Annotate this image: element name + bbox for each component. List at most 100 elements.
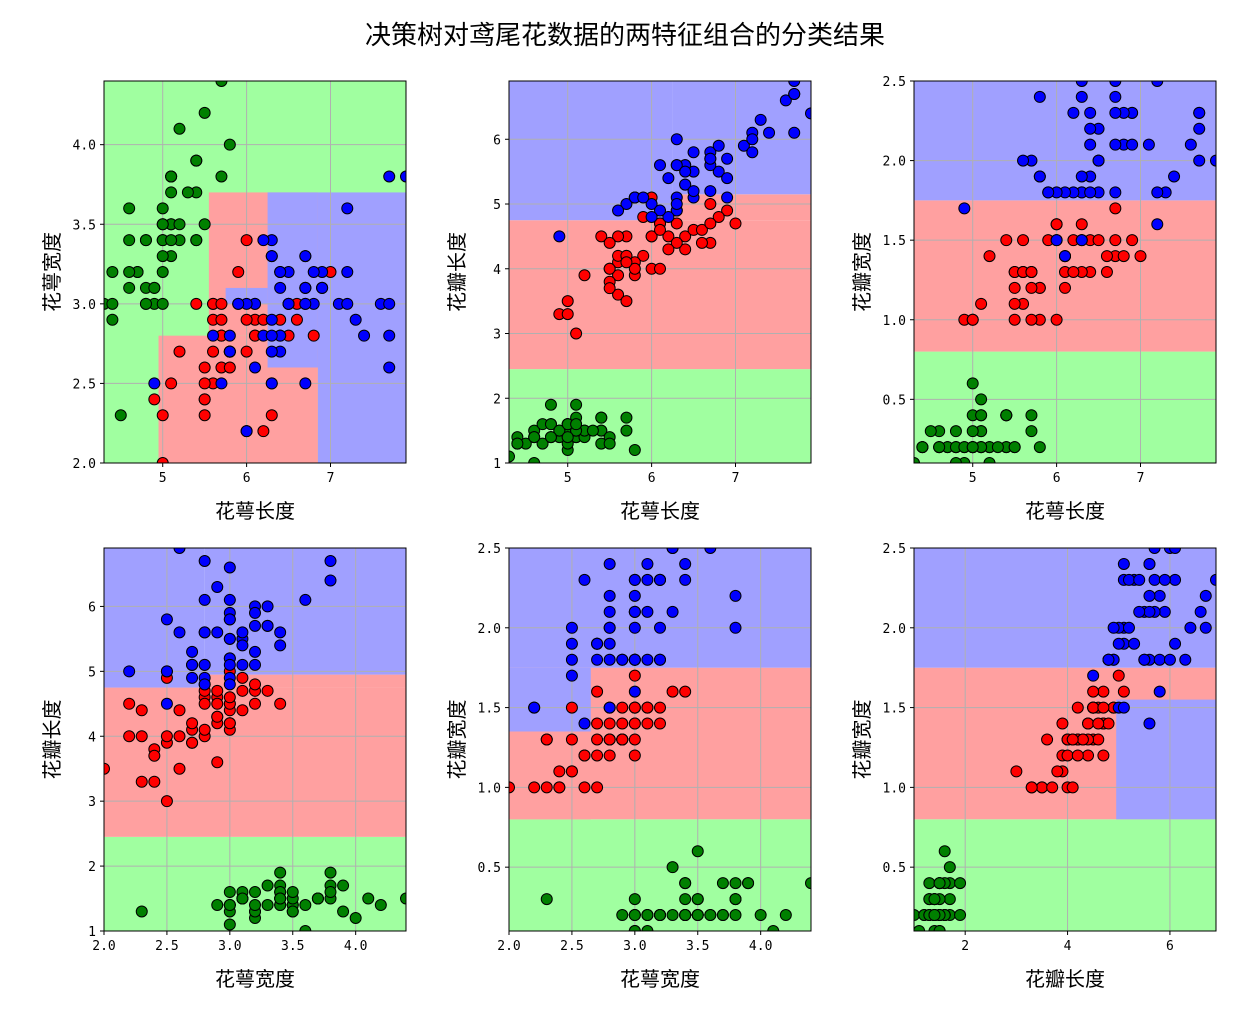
data-point-virginica <box>198 593 211 606</box>
plot-area <box>509 548 811 931</box>
data-point-versicolor <box>641 701 654 714</box>
data-point-virginica <box>1143 717 1156 730</box>
data-point-versicolor <box>603 236 616 249</box>
data-point-virginica <box>1075 90 1088 103</box>
data-point-virginica <box>1084 186 1097 199</box>
plot-area <box>104 548 406 931</box>
data-point-virginica <box>746 133 759 146</box>
axes-frame <box>508 547 812 932</box>
data-point-virginica <box>160 697 173 710</box>
x-tick-label: 7 <box>327 471 335 486</box>
data-point-versicolor <box>173 704 186 717</box>
data-point-versicolor <box>603 262 616 275</box>
data-point-setosa <box>570 418 583 431</box>
data-point-virginica <box>1128 637 1141 650</box>
data-point-setosa <box>299 899 312 912</box>
x-tick-label: 3.5 <box>686 939 709 954</box>
data-point-setosa <box>983 457 996 463</box>
data-point-versicolor <box>1087 685 1100 698</box>
data-point-virginica <box>236 626 249 639</box>
plot-area <box>104 81 406 463</box>
data-point-versicolor <box>578 749 591 762</box>
data-point-virginica <box>645 210 658 223</box>
data-point-virginica <box>1075 81 1088 87</box>
data-point-versicolor <box>591 781 604 794</box>
decision-region-virginica <box>204 548 406 675</box>
data-point-virginica <box>679 573 692 586</box>
data-point-virginica <box>1199 589 1212 602</box>
data-point-versicolor <box>561 308 574 321</box>
data-point-virginica <box>1184 138 1197 151</box>
data-point-setosa <box>716 909 729 922</box>
data-point-virginica <box>160 613 173 626</box>
data-point-virginica <box>679 557 692 570</box>
data-point-virginica <box>603 701 616 714</box>
data-point-virginica <box>186 645 199 658</box>
data-point-virginica <box>1193 106 1206 119</box>
data-point-versicolor <box>578 269 591 282</box>
data-point-virginica <box>737 139 750 152</box>
data-point-versicolor <box>561 295 574 308</box>
data-point-setosa <box>223 918 236 931</box>
data-point-virginica <box>553 230 566 243</box>
data-point-setosa <box>123 281 136 294</box>
data-point-setosa <box>729 909 742 922</box>
data-point-virginica <box>261 600 274 613</box>
data-point-virginica <box>746 146 759 159</box>
data-point-versicolor <box>1087 701 1100 714</box>
data-point-virginica <box>1158 605 1171 618</box>
data-point-virginica <box>265 250 278 263</box>
data-point-virginica <box>1084 122 1097 135</box>
data-point-setosa <box>135 905 148 918</box>
x-axis-label: 花萼长度 <box>620 499 700 523</box>
data-point-versicolor <box>1025 281 1038 294</box>
y-tick-label: 1 <box>88 925 96 940</box>
data-point-virginica <box>1133 573 1146 586</box>
data-point-setosa <box>561 431 574 444</box>
data-point-versicolor <box>265 409 278 422</box>
data-point-virginica <box>1059 250 1071 263</box>
decision-region-virginica <box>317 192 406 463</box>
axes-frame <box>508 80 812 464</box>
y-axis-label: 花瓣宽度 <box>850 700 874 780</box>
data-point-setosa <box>914 457 920 463</box>
data-point-versicolor <box>612 230 625 243</box>
data-point-virginica <box>358 329 371 342</box>
data-point-virginica <box>654 204 666 217</box>
data-point-setosa <box>249 886 261 899</box>
data-point-virginica <box>578 573 591 586</box>
data-point-virginica <box>641 653 654 666</box>
data-point-versicolor <box>1082 717 1095 730</box>
data-point-setosa <box>666 909 679 922</box>
data-point-versicolor <box>1059 281 1071 294</box>
y-tick-label: 5 <box>493 198 501 213</box>
data-point-setosa <box>190 234 203 247</box>
data-point-setosa <box>641 909 654 922</box>
data-point-virginica <box>628 573 641 586</box>
data-point-versicolor <box>620 295 633 308</box>
data-point-setosa <box>679 893 692 906</box>
data-point-versicolor <box>509 781 515 794</box>
data-point-virginica <box>349 313 362 326</box>
data-point-virginica <box>1133 605 1146 618</box>
data-point-versicolor <box>186 736 199 749</box>
data-point-versicolor <box>1097 701 1110 714</box>
data-point-virginica <box>1143 589 1156 602</box>
y-tick-label: 3 <box>88 795 96 810</box>
data-point-versicolor <box>1000 234 1013 247</box>
data-point-virginica <box>666 548 679 554</box>
data-point-setosa <box>933 925 946 931</box>
data-point-virginica <box>788 126 801 139</box>
data-point-setosa <box>691 909 704 922</box>
data-point-virginica <box>299 250 312 263</box>
data-point-setosa <box>1025 409 1038 422</box>
y-tick-label: 1.5 <box>883 702 906 717</box>
data-point-virginica <box>207 329 220 342</box>
data-point-virginica <box>1193 122 1206 135</box>
data-point-versicolor <box>1097 749 1110 762</box>
data-point-versicolor <box>641 717 654 730</box>
data-point-setosa <box>123 234 136 247</box>
data-point-virginica <box>1184 621 1197 634</box>
data-point-virginica <box>603 557 616 570</box>
